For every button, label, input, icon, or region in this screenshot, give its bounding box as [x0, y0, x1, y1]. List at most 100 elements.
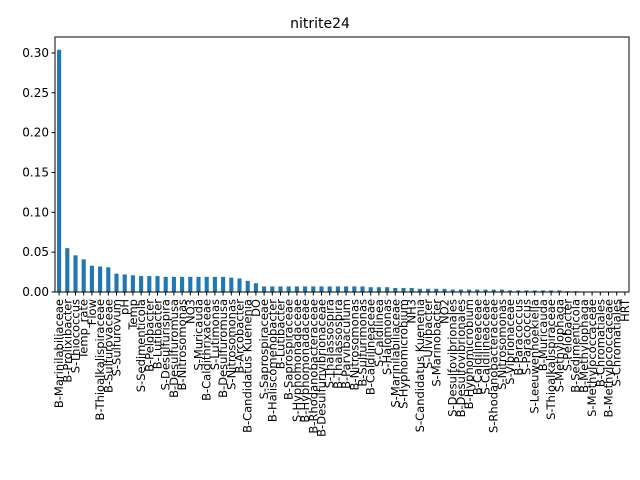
x-tick-label: S-Saprospiraceae [257, 299, 271, 399]
bar [426, 288, 431, 292]
x-tick-label: B-Pelobacter [142, 299, 156, 372]
bar [409, 288, 414, 292]
x-tick-label: B-Sedimenticola [569, 299, 583, 393]
x-tick-label: NO3 [183, 299, 197, 324]
x-tick-label: B-Parvibaculum [339, 299, 353, 389]
x-tick-label: S-Ulvibacter [421, 299, 435, 369]
x-tick-label: NO2 [438, 299, 452, 324]
x-tick-label: S-Desulfovibrionales [446, 299, 460, 417]
x-tick-label: S-Thalassospira [323, 299, 337, 388]
x-tick-label: B-Caldilineaceae [470, 299, 484, 395]
x-tick-label: B-Arcobacter [233, 299, 247, 374]
x-tick-label: S-Lutimonas [208, 299, 222, 370]
bar [286, 286, 291, 292]
bar [114, 273, 119, 292]
bar [163, 276, 168, 292]
x-tick-label: S-Nitrosomonas [224, 299, 238, 390]
x-tick-label: B-Desulfuromusa [216, 299, 230, 398]
x-tick-label: NH3 [405, 299, 419, 324]
bar [221, 276, 226, 292]
x-tick-label: B-Chromatiales [593, 299, 607, 387]
x-tick-label: S-Hyphomicrobium [397, 299, 411, 409]
x-tick-label: S-Paracoccus [520, 299, 534, 375]
x-tick-label: B-Rhodanobacteraceae [306, 299, 320, 434]
y-tick-label: 0.00 [22, 285, 49, 299]
bar [294, 286, 299, 292]
x-tick-label: B-Methylophaga [577, 299, 591, 393]
x-tick-label: S-Caldilineaceae [479, 299, 493, 395]
bar [303, 286, 308, 292]
bar [196, 276, 201, 292]
x-tick-label: DO [249, 299, 263, 317]
bar [204, 276, 209, 292]
x-tick-label: B-Desulfuromusa [167, 299, 181, 398]
x-tick-label: S-Hyphomonadaceae [290, 299, 304, 422]
x-tick-label: B-Nitrosomonas [347, 299, 361, 390]
bar [327, 286, 332, 292]
x-tick-label: S-Thiococcus [69, 299, 83, 373]
bar [458, 289, 463, 292]
bar [483, 289, 488, 292]
bar [98, 266, 103, 292]
x-tick-label: B-Methylococcaceae [602, 299, 616, 417]
x-tick-label: S-Pelobacter [561, 299, 575, 372]
y-tick-label: 0.20 [22, 126, 49, 140]
x-axis: B-MarinilabiliaceaeB-ProlixibacterS-Thio… [52, 292, 632, 437]
x-tick-label: HRT [618, 298, 632, 322]
bar [106, 267, 111, 292]
x-tick-label: B-Nitrosomonas [175, 299, 189, 390]
bar [524, 290, 529, 292]
x-tick-label: B-Candidatus Kuenenia [241, 299, 255, 433]
bar [557, 290, 562, 292]
x-tick-label: S-Marinilabiliaceae [388, 299, 402, 408]
bar [352, 286, 357, 292]
bar [139, 276, 144, 292]
bar [475, 289, 480, 292]
bar [278, 286, 283, 292]
bar [376, 287, 381, 292]
x-tick-label: B-Hyphomicrobium [462, 299, 476, 409]
x-tick-label: B-Marinilabiliaceae [52, 299, 66, 408]
bar [344, 286, 349, 292]
x-tick-label: S-Marinobacter [429, 299, 443, 387]
x-tick-label: S-Rhodanobacteraceae [487, 299, 501, 433]
bar [508, 290, 513, 292]
y-axis: 0.00 0.05 0.10 0.15 0.20 0.25 0.30 [22, 46, 55, 299]
x-tick-label: B-Desulfurivibrionaceae [315, 299, 329, 437]
x-tick-label: B-Thioalkalispiraceae [93, 299, 107, 420]
x-tick-label: B-Caldithrixaceae [200, 299, 214, 401]
x-tick-label: B-Sulfurimonas [356, 299, 370, 387]
x-tick-label: B-Caldilineaceae [364, 299, 378, 395]
x-tick-label: B-Sulfurovaceae [101, 299, 115, 393]
bar [368, 287, 373, 292]
x-tick-label: B-Saprospiraceae [282, 299, 296, 400]
bar [516, 290, 521, 292]
bar [81, 259, 86, 292]
bar [270, 286, 275, 292]
x-tick-label: S-Halomonas [380, 299, 394, 375]
bar [532, 290, 537, 292]
bar [311, 286, 316, 292]
y-tick-label: 0.05 [22, 245, 49, 259]
bar [130, 275, 135, 292]
x-tick-label: S-Muricauda [192, 299, 206, 371]
x-tick-label: B-Hyphomonadaceae [298, 299, 312, 423]
bar [253, 283, 258, 292]
x-tick-label: B-Lutibacter [274, 299, 288, 369]
bar [155, 276, 160, 292]
bar [229, 277, 234, 292]
bar [467, 289, 472, 292]
bar [171, 276, 176, 292]
bar [180, 276, 185, 292]
bar [442, 288, 447, 292]
x-tick-label: B-Haliscomenobacter [265, 299, 279, 422]
bar [335, 286, 340, 292]
bar [245, 280, 250, 292]
x-tick-label: Temp_rate [77, 299, 91, 360]
x-tick-label: S-Nitrosomonas [495, 299, 509, 390]
x-tick-label: S-Sedimenticola [134, 299, 148, 392]
chart-title: nitrite24 [290, 16, 350, 32]
bar [65, 248, 70, 292]
x-tick-label: S-Vibrionaceae [503, 299, 517, 385]
